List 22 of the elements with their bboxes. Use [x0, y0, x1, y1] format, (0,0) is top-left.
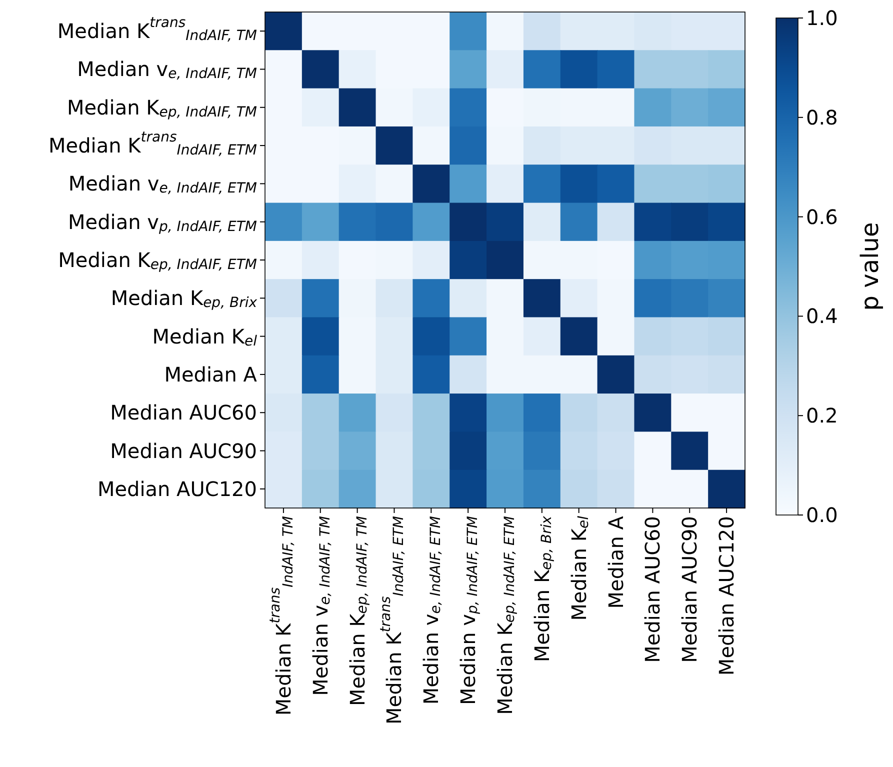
color-bar-label: 0.6 — [806, 204, 838, 229]
color-bar-label: 0.8 — [806, 105, 838, 130]
y-tick-label: Median K$_{ep, IndAIF, ETM}$ — [58, 248, 257, 273]
y-tick-label: Median A — [164, 362, 258, 386]
color-bar-label: 0.4 — [806, 304, 838, 328]
y-tick-label: Median AUC120 — [97, 476, 257, 501]
y-tick-label: Median AUC90 — [110, 438, 257, 463]
x-tick-label: Median A — [604, 516, 628, 609]
y-tick-label: Median v$_{e, IndAIF, ETM}$ — [68, 172, 257, 197]
y-tick-label: Median v$_{p, IndAIF, ETM}$ — [68, 210, 257, 235]
y-tick-label: Median AUC60 — [110, 400, 257, 425]
x-tick-label: Median AUC120 — [714, 516, 739, 676]
color-bar-label: 0.2 — [806, 404, 838, 428]
color-bar-label: 0.0 — [806, 503, 838, 527]
color-bar-title: p value — [856, 222, 884, 311]
y-tick-label: Median K$_{el}$ — [152, 324, 258, 350]
x-tick-label: Median AUC90 — [678, 516, 702, 663]
x-tick-label: Median AUC60 — [640, 516, 665, 663]
y-tick-label: Median K$_{ep, Brix}$ — [110, 286, 258, 312]
y-tick-label: Median K$_{ep, IndAIF, TM}$ — [67, 95, 257, 120]
color-bar-label: 1.0 — [806, 6, 838, 30]
y-tick-label: Median v$_{e, IndAIF, TM}$ — [77, 57, 257, 82]
